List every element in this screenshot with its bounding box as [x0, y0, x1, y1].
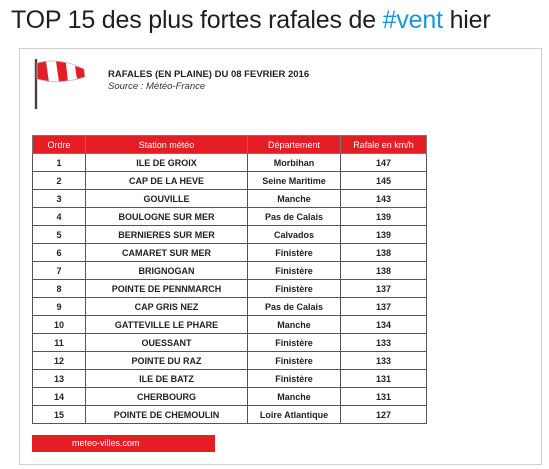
- cell-gust: 138: [340, 261, 427, 280]
- cell-station: ILE DE BATZ: [85, 369, 248, 388]
- cell-gust: 133: [340, 333, 427, 352]
- header-rank: Ordre: [32, 135, 86, 154]
- header-gust: Rafale en km/h: [340, 135, 427, 154]
- table-row: 11 OUESSANT Finistère 133: [32, 333, 427, 352]
- cell-department: Finistère: [247, 369, 341, 388]
- cell-department: Calvados: [247, 225, 341, 244]
- cell-department: Manche: [247, 315, 341, 334]
- cell-gust: 139: [340, 225, 427, 244]
- table-row: 5 BERNIERES SUR MER Calvados 139: [32, 225, 427, 244]
- cell-department: Loire Atlantique: [247, 405, 341, 424]
- card-source: Source : Météo-France: [108, 81, 206, 92]
- cell-station: POINTE DE PENNMARCH: [85, 279, 248, 298]
- card-header: RAFALES (EN PLAINE) DU 08 FEVRIER 2016 S…: [108, 69, 309, 92]
- table-row: 8 POINTE DE PENNMARCH Finistère 137: [32, 279, 427, 298]
- title-prefix: TOP 15 des plus fortes rafales de: [11, 6, 383, 34]
- gust-ranking-table: Ordre Station météo Département Rafale e…: [32, 135, 427, 424]
- cell-department: Manche: [247, 387, 341, 406]
- table-row: 4 BOULOGNE SUR MER Pas de Calais 139: [32, 207, 427, 226]
- table-row: 7 BRIGNOGAN Finistère 138: [32, 261, 427, 280]
- cell-rank: 3: [32, 189, 86, 208]
- table-header-row: Ordre Station météo Département Rafale e…: [32, 135, 427, 154]
- cell-station: POINTE DE CHEMOULIN: [85, 405, 248, 424]
- card-title: RAFALES (EN PLAINE) DU 08 FEVRIER 2016: [108, 69, 310, 80]
- header-department: Département: [247, 135, 341, 154]
- cell-gust: 131: [340, 369, 427, 388]
- cell-station: GATTEVILLE LE PHARE: [85, 315, 248, 334]
- cell-gust: 139: [340, 207, 427, 226]
- header-station: Station météo: [85, 135, 248, 154]
- table-row: 10 GATTEVILLE LE PHARE Manche 134: [32, 315, 427, 334]
- hashtag-link[interactable]: #vent: [382, 6, 443, 34]
- cell-rank: 5: [32, 225, 86, 244]
- cell-rank: 2: [32, 171, 86, 190]
- cell-gust: 137: [340, 297, 427, 316]
- cell-gust: 127: [340, 405, 427, 424]
- cell-department: Finistère: [247, 333, 341, 352]
- cell-rank: 10: [32, 315, 86, 334]
- table-row: 15 POINTE DE CHEMOULIN Loire Atlantique 127: [32, 405, 427, 424]
- cell-department: Finistère: [247, 243, 341, 262]
- title-suffix: hier: [442, 6, 491, 34]
- cell-gust: 145: [340, 171, 427, 190]
- cell-station: OUESSANT: [85, 333, 248, 352]
- cell-rank: 15: [32, 405, 86, 424]
- tweet-image-card[interactable]: RAFALES (EN PLAINE) DU 08 FEVRIER 2016 S…: [19, 48, 542, 465]
- cell-station: CAP GRIS NEZ: [85, 297, 248, 316]
- cell-gust: 134: [340, 315, 427, 334]
- cell-station: BERNIERES SUR MER: [85, 225, 248, 244]
- cell-gust: 131: [340, 387, 427, 406]
- table-body: 1 ILE DE GROIX Morbihan 147 2 CAP DE LA HEVE S…: [32, 153, 427, 424]
- cell-department: Seine Maritime: [247, 171, 341, 190]
- cell-rank: 9: [32, 297, 86, 316]
- cell-department: Finistère: [247, 279, 341, 298]
- table-row: 1 ILE DE GROIX Morbihan 147: [32, 153, 427, 172]
- table-row: 12 POINTE DU RAZ Finistère 133: [32, 351, 427, 370]
- cell-rank: 6: [32, 243, 86, 262]
- cell-station: CAP DE LA HEVE: [85, 171, 248, 190]
- cell-rank: 7: [32, 261, 86, 280]
- cell-rank: 14: [32, 387, 86, 406]
- cell-gust: 143: [340, 189, 427, 208]
- table-row: 14 CHERBOURG Manche 131: [32, 387, 427, 406]
- windsock-icon: [34, 59, 86, 109]
- table-row: 3 GOUVILLE Manche 143: [32, 189, 427, 208]
- cell-rank: 12: [32, 351, 86, 370]
- source-site-link[interactable]: meteo-villes.com: [32, 435, 215, 452]
- cell-department: Pas de Calais: [247, 207, 341, 226]
- cell-station: CHERBOURG: [85, 387, 248, 406]
- cell-department: Morbihan: [247, 153, 341, 172]
- cell-department: Finistère: [247, 261, 341, 280]
- table-row: 6 CAMARET SUR MER Finistère 138: [32, 243, 427, 262]
- cell-department: Manche: [247, 189, 341, 208]
- cell-station: ILE DE GROIX: [85, 153, 248, 172]
- cell-department: Finistère: [247, 351, 341, 370]
- cell-rank: 4: [32, 207, 86, 226]
- cell-rank: 1: [32, 153, 86, 172]
- tweet-text: TOP 15 des plus fortes rafales de #vent …: [11, 6, 491, 35]
- cell-station: BRIGNOGAN: [85, 261, 248, 280]
- cell-gust: 147: [340, 153, 427, 172]
- cell-rank: 8: [32, 279, 86, 298]
- cell-station: POINTE DU RAZ: [85, 351, 248, 370]
- cell-gust: 133: [340, 351, 427, 370]
- cell-rank: 13: [32, 369, 86, 388]
- cell-station: CAMARET SUR MER: [85, 243, 248, 262]
- cell-gust: 137: [340, 279, 427, 298]
- table-row: 2 CAP DE LA HEVE Seine Maritime 145: [32, 171, 427, 190]
- cell-gust: 138: [340, 243, 427, 262]
- cell-department: Pas de Calais: [247, 297, 341, 316]
- table-row: 13 ILE DE BATZ Finistère 131: [32, 369, 427, 388]
- cell-station: BOULOGNE SUR MER: [85, 207, 248, 226]
- cell-station: GOUVILLE: [85, 189, 248, 208]
- cell-rank: 11: [32, 333, 86, 352]
- table-row: 9 CAP GRIS NEZ Pas de Calais 137: [32, 297, 427, 316]
